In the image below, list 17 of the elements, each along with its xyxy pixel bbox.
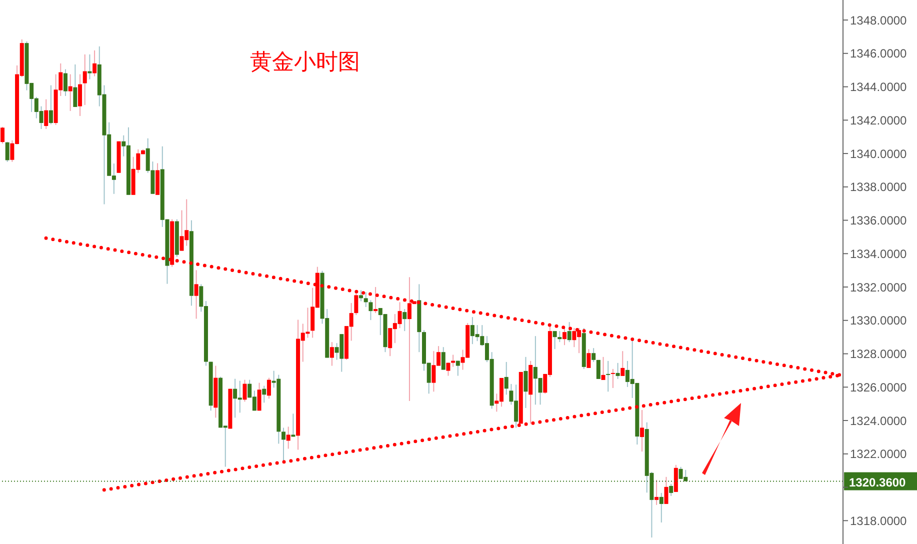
y-tick-label: 1334.0000 <box>850 246 908 261</box>
y-tick-label: 1348.0000 <box>850 13 908 28</box>
y-tick-label: 1318.0000 <box>850 514 908 528</box>
y-tick-label: 1332.0000 <box>850 280 908 294</box>
y-tick-label: 1322.0000 <box>850 447 908 462</box>
text: 黄金小时图 <box>250 49 360 77</box>
y-tick-label: 1336.0000 <box>850 214 908 228</box>
y-tick-label: 1324.0000 <box>850 414 908 428</box>
y-tick-label: 1340.0000 <box>850 146 908 161</box>
y-tick-label: 1330.0000 <box>850 314 908 328</box>
y-tick-label: 1326.0000 <box>850 380 908 394</box>
y-tick-label: 1328.0000 <box>850 347 908 362</box>
y-tick-label: 1342.0000 <box>850 113 908 128</box>
ref-line-label: 1320.3600 <box>849 475 906 490</box>
y-tick-label: 1338.0000 <box>850 180 908 194</box>
y-tick-label: 1346.0000 <box>850 46 908 61</box>
y-tick-label: 1344.0000 <box>850 80 908 94</box>
